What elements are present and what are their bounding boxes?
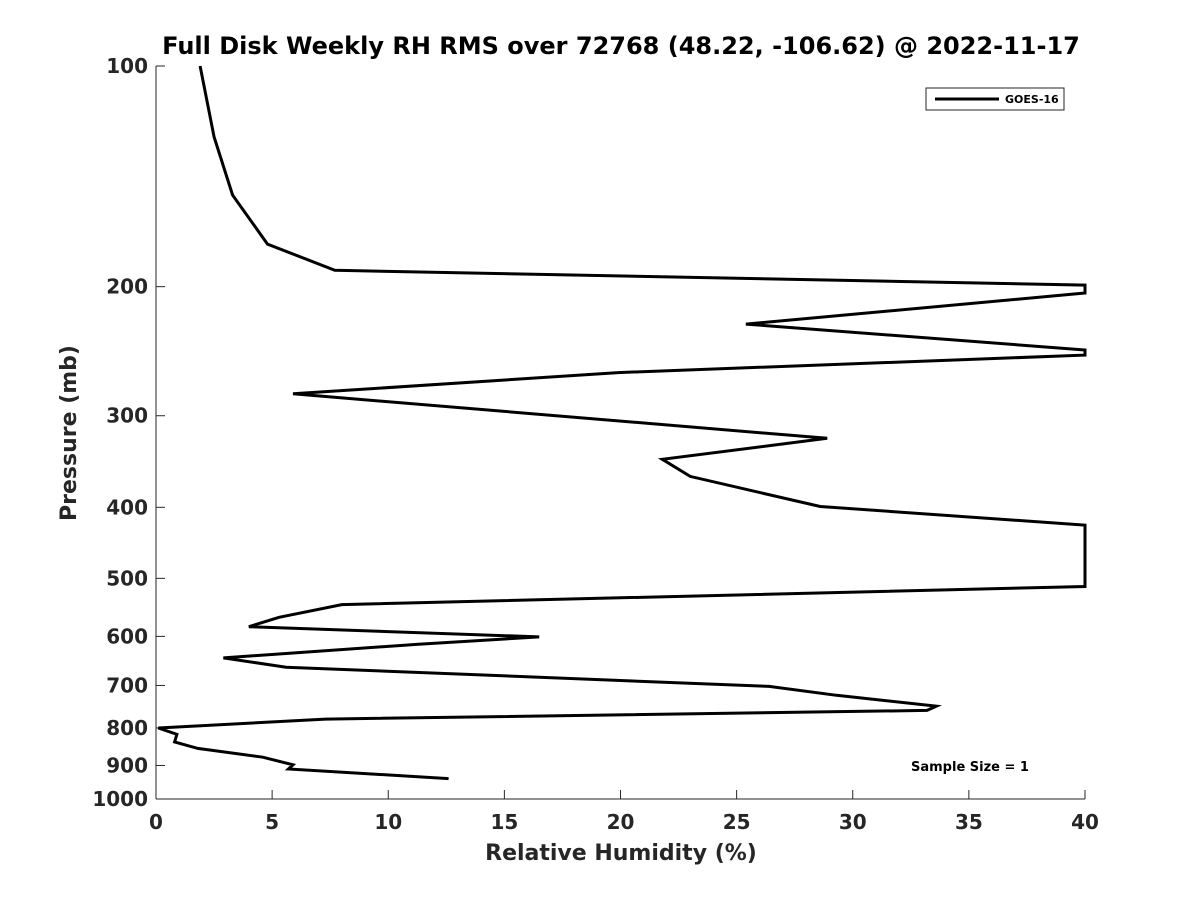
y-ticks: 100 200 300 400 500 600 700 800 900 1000 <box>92 54 165 811</box>
y-tick-label: 100 <box>106 54 148 78</box>
x-tick-label: 30 <box>839 810 867 834</box>
chart-title: Full Disk Weekly RH RMS over 72768 (48.2… <box>162 32 1080 60</box>
x-tick-label: 10 <box>374 810 402 834</box>
x-tick-label: 15 <box>490 810 518 834</box>
y-tick-label: 600 <box>106 624 148 648</box>
y-tick-label: 900 <box>106 753 148 777</box>
sample-size-annotation: Sample Size = 1 <box>911 760 1029 775</box>
x-tick-label: 35 <box>955 810 983 834</box>
y-tick-label: 400 <box>106 495 148 519</box>
y-tick-label: 300 <box>106 404 148 428</box>
y-tick-label: 700 <box>106 673 148 697</box>
x-tick-label: 0 <box>149 810 163 834</box>
x-ticks: 0 5 10 15 20 25 30 35 40 <box>149 790 1099 834</box>
x-axis-label: Relative Humidity (%) <box>485 841 757 866</box>
y-tick-label: 1000 <box>92 787 148 811</box>
y-axis-label: Pressure (mb) <box>57 345 82 521</box>
series-group <box>157 65 1087 781</box>
x-tick-label: 20 <box>607 810 635 834</box>
series-line <box>157 65 1087 781</box>
y-tick-label: 500 <box>106 566 148 590</box>
plot-area <box>156 66 1085 799</box>
legend-label: GOES-16 <box>1005 93 1059 106</box>
legend: GOES-16 <box>925 87 1065 111</box>
y-tick-label: 800 <box>106 716 148 740</box>
x-tick-label: 25 <box>723 810 751 834</box>
x-tick-label: 5 <box>265 810 279 834</box>
y-tick-label: 200 <box>106 275 148 299</box>
x-tick-label: 40 <box>1071 810 1099 834</box>
